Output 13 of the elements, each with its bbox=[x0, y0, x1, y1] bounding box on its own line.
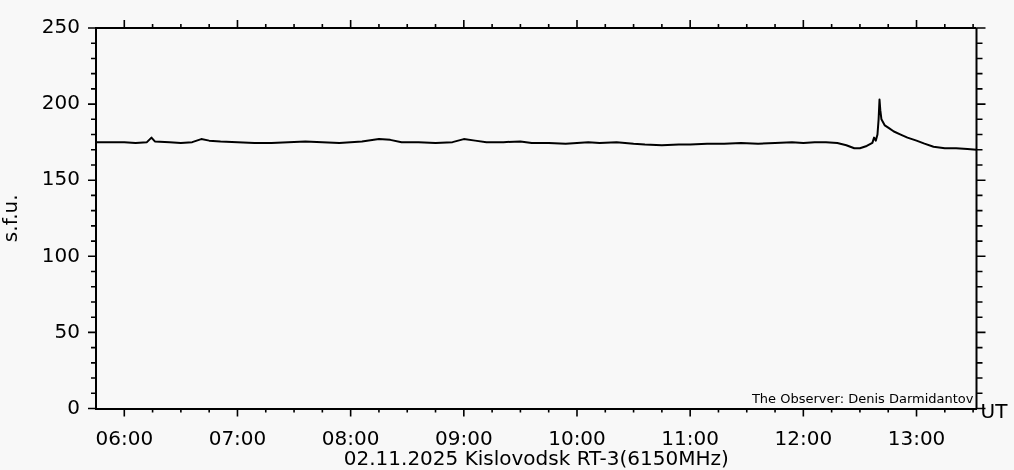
x-tick-label: 07:00 bbox=[208, 425, 267, 450]
y-tick-label: 200 bbox=[41, 90, 80, 115]
x-axis-title: UT bbox=[980, 398, 1009, 423]
y-tick-label: 150 bbox=[41, 166, 80, 191]
x-tick-label: 12:00 bbox=[774, 425, 833, 450]
y-tick-label: 250 bbox=[41, 14, 80, 39]
x-tick-label: 13:00 bbox=[887, 425, 946, 450]
y-tick-label: 100 bbox=[41, 242, 80, 267]
y-tick-label: 50 bbox=[54, 318, 80, 343]
annotation: The Observer: Denis Darmidantov bbox=[750, 391, 974, 407]
y-axis-title: s.f.u. bbox=[0, 194, 23, 243]
x-tick-label: 06:00 bbox=[95, 425, 154, 450]
y-tick-label: 0 bbox=[67, 394, 80, 419]
